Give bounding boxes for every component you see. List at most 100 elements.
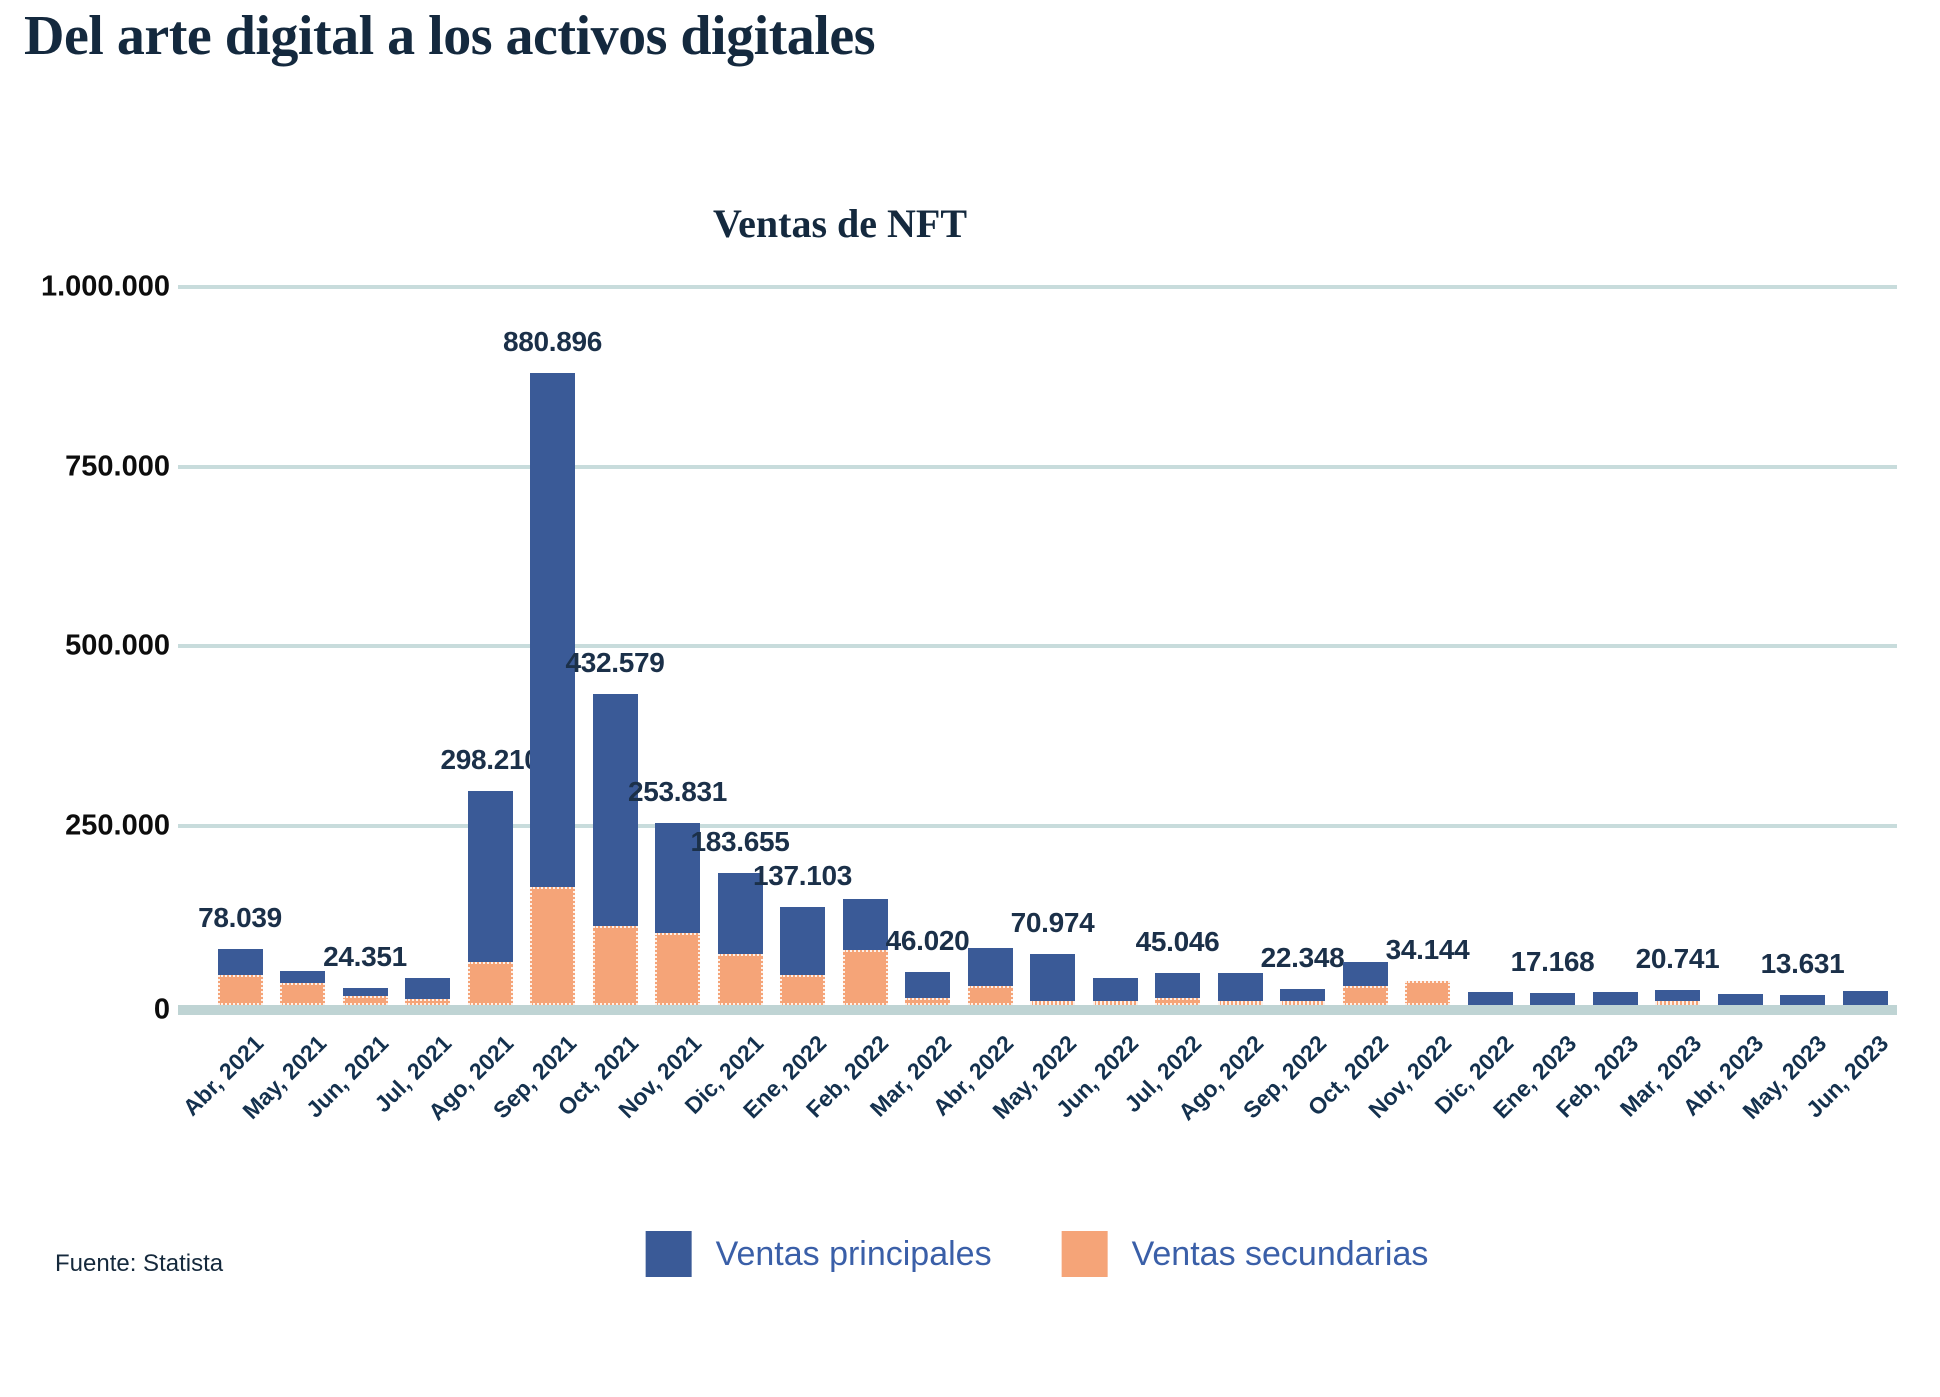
bar-segment-ventas-principales [280, 970, 325, 983]
bar-segment-ventas-principales [467, 790, 513, 962]
bar-segment-ventas-principales [1092, 977, 1138, 1001]
y-axis-label: 0 [153, 993, 170, 1026]
bar-value-label: 70.974 [1010, 907, 1095, 938]
bar-value-label: 183.655 [690, 826, 790, 858]
bar [1717, 993, 1763, 1005]
bar [1405, 980, 1450, 1005]
bar-segment-ventas-principales [780, 906, 825, 975]
y-axis-label: 500.000 [65, 629, 170, 662]
bar [530, 372, 575, 1005]
bar-segment-ventas-principales [1655, 990, 1700, 1001]
bar-segment-ventas-secundarias [780, 974, 825, 1005]
bar-segment-ventas-principales [1280, 989, 1325, 1001]
bar [967, 948, 1013, 1005]
bar-segment-ventas-principales [842, 898, 888, 951]
legend-swatch-secundarias-icon [1061, 1231, 1108, 1277]
bar-segment-ventas-secundarias [1655, 1000, 1700, 1005]
bar [780, 906, 825, 1005]
legend-swatch-principales-icon [645, 1231, 692, 1277]
bar-segment-ventas-secundarias [405, 999, 450, 1005]
bar-segment-ventas-principales [1467, 992, 1513, 1005]
gridline [178, 464, 1897, 469]
bar-value-label: 78.039 [198, 902, 282, 933]
bar-segment-ventas-principales [905, 972, 950, 998]
bar-segment-ventas-principales [1530, 992, 1575, 1005]
bar-value-label: 880.896 [502, 325, 603, 357]
bar-segment-ventas-principales [967, 948, 1013, 987]
bar-segment-ventas-secundarias [217, 974, 263, 1005]
source-note: Fuente: Statista [55, 1250, 224, 1277]
bar-segment-ventas-secundarias [1342, 986, 1388, 1005]
legend: Ventas principales Ventas secundarias [645, 1231, 1429, 1277]
bar-value-label: 13.631 [1760, 948, 1845, 980]
bar [1217, 973, 1263, 1005]
bar-segment-ventas-principales [342, 987, 388, 996]
bar-segment-ventas-secundarias [280, 982, 325, 1005]
bar-segment-ventas-principales [717, 873, 763, 954]
bar-segment-ventas-secundarias [905, 997, 950, 1005]
bar-segment-ventas-secundarias [530, 886, 575, 1005]
bar-value-label: 24.351 [323, 940, 407, 972]
bar-segment-ventas-principales [530, 372, 575, 887]
bar [1155, 972, 1200, 1005]
gridline [178, 644, 1897, 648]
bar-segment-ventas-secundarias [655, 933, 700, 1005]
bar [217, 949, 263, 1005]
bar-segment-ventas-secundarias [467, 961, 513, 1005]
y-axis-label: 750.000 [65, 450, 170, 482]
bar-segment-ventas-principales [1030, 954, 1075, 1001]
bar-value-label: 298.210 [440, 743, 540, 775]
bar-segment-ventas-principales [655, 822, 700, 934]
bar-segment-ventas-principales [1592, 992, 1638, 1005]
y-axis-label: 250.000 [65, 809, 170, 841]
bar-segment-ventas-secundarias [342, 995, 388, 1005]
bar [1342, 961, 1388, 1005]
bar-value-label: 22.348 [1260, 942, 1345, 973]
bar-segment-ventas-principales [1842, 991, 1888, 1005]
bar [1092, 977, 1138, 1005]
bar [405, 977, 450, 1005]
bar-value-label: 253.831 [627, 775, 728, 807]
bar [1030, 954, 1075, 1005]
x-axis-baseline [178, 1005, 1897, 1015]
bar-segment-ventas-secundarias [1155, 997, 1200, 1005]
bar [717, 873, 763, 1005]
bar [342, 987, 388, 1006]
bar-segment-ventas-secundarias [1405, 980, 1450, 1005]
gridline [178, 823, 1897, 828]
legend-item-secundarias: Ventas secundarias [1061, 1231, 1429, 1277]
bar-value-label: 137.103 [752, 859, 853, 891]
bar-segment-ventas-principales [1717, 993, 1763, 1005]
bar [280, 970, 325, 1006]
gridline [178, 285, 1897, 289]
bar [1592, 992, 1638, 1005]
bar-segment-ventas-principales [1342, 961, 1388, 987]
bar-segment-ventas-secundarias [1030, 1001, 1075, 1005]
bar-segment-ventas-secundarias [842, 950, 888, 1005]
bar-segment-ventas-principales [1155, 972, 1200, 998]
bar-segment-ventas-principales [592, 694, 638, 926]
bar [1780, 995, 1825, 1005]
y-axis-label: 1.000.000 [40, 270, 170, 303]
bar-value-label: 45.046 [1135, 925, 1220, 957]
bar-segment-ventas-secundarias [1280, 1001, 1325, 1005]
bar-value-label: 46.020 [885, 925, 970, 956]
bar-segment-ventas-secundarias [967, 986, 1013, 1005]
bar [1280, 989, 1325, 1005]
bar-value-label: 17.168 [1510, 945, 1595, 977]
bar-value-label: 20.741 [1635, 943, 1720, 975]
legend-label-secundarias: Ventas secundarias [1131, 1234, 1429, 1273]
bar [1842, 991, 1888, 1005]
bar-segment-ventas-principales [217, 949, 263, 975]
bar-segment-ventas-principales [1217, 973, 1263, 1001]
bar [592, 694, 638, 1005]
legend-item-principales: Ventas principales [645, 1231, 992, 1277]
chart-title: Ventas de NFT [712, 201, 968, 246]
page-title: Del arte digital a los activos digitales [24, 5, 876, 67]
bar-value-label: 34.144 [1385, 933, 1470, 965]
bar-segment-ventas-principales [1780, 995, 1825, 1005]
bar-segment-ventas-principales [405, 977, 450, 1000]
bar-segment-ventas-secundarias [1092, 1000, 1138, 1005]
legend-label-principales: Ventas principales [715, 1234, 992, 1273]
